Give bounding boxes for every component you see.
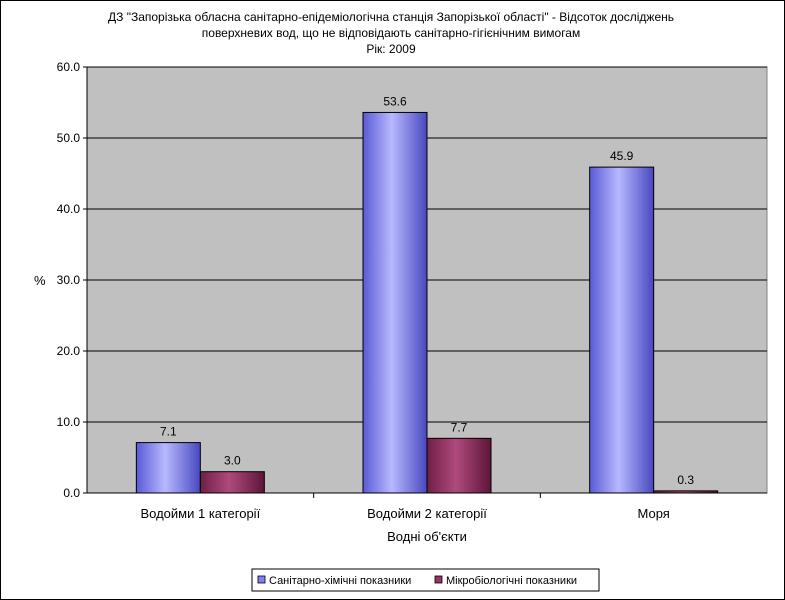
bar-series-2-cat-1 (199, 471, 265, 494)
data-label: 7.1 (160, 425, 177, 439)
chart-title-line-2: поверхневих вод, що не відповідають сані… (202, 26, 580, 40)
x-category-label: Водойми 1 категорії (140, 506, 260, 521)
bar-series-1-cat-3 (589, 166, 655, 494)
legend: Санітарно-хімічні показники Мікробіологі… (251, 568, 600, 592)
bars (135, 111, 719, 494)
chart-title-line-1: ДЗ "Запорізька обласна санітарно-епідемі… (108, 10, 674, 24)
legend-label-sanitary-chemical: Санітарно-хімічні показники (269, 575, 411, 587)
chart-title-line-3: Рік: 2009 (366, 42, 416, 56)
y-tick-label: 0.0 (63, 486, 80, 500)
x-category-label: Моря (637, 506, 669, 521)
x-category-label: Водойми 2 категорії (367, 506, 487, 521)
data-label: 3.0 (224, 454, 241, 468)
bar-series-1-cat-2 (362, 111, 428, 494)
legend-box (251, 568, 600, 592)
bar-labels: 7.1 3.0 53.6 7.7 45.9 0.3 (160, 94, 694, 486)
y-tick-label: 40.0 (57, 202, 81, 216)
legend-swatch-microbiological (434, 575, 443, 584)
data-label: 45.9 (610, 149, 634, 163)
x-axis-label: Водні об'єкти (387, 529, 467, 544)
y-tick-label: 30.0 (57, 273, 81, 287)
y-tick-label: 10.0 (57, 415, 81, 429)
y-axis-ticks: 0.0 10.0 20.0 30.0 40.0 50.0 60.0 (57, 60, 87, 500)
bar-series-1-cat-1 (135, 442, 201, 494)
data-label: 53.6 (383, 94, 407, 108)
y-axis-label: % (34, 273, 46, 288)
legend-swatch-sanitary-chemical (257, 575, 266, 584)
data-label: 7.7 (451, 420, 468, 434)
y-tick-label: 60.0 (57, 60, 81, 74)
y-tick-label: 20.0 (57, 344, 81, 358)
legend-label-microbiological: Мікробіологічні показники (446, 575, 577, 587)
data-label: 0.3 (677, 473, 694, 487)
x-axis-categories: Водойми 1 категорії Водойми 2 категорії Мо… (140, 493, 670, 521)
bar-series-2-cat-2 (426, 437, 492, 494)
y-tick-label: 50.0 (57, 131, 81, 145)
